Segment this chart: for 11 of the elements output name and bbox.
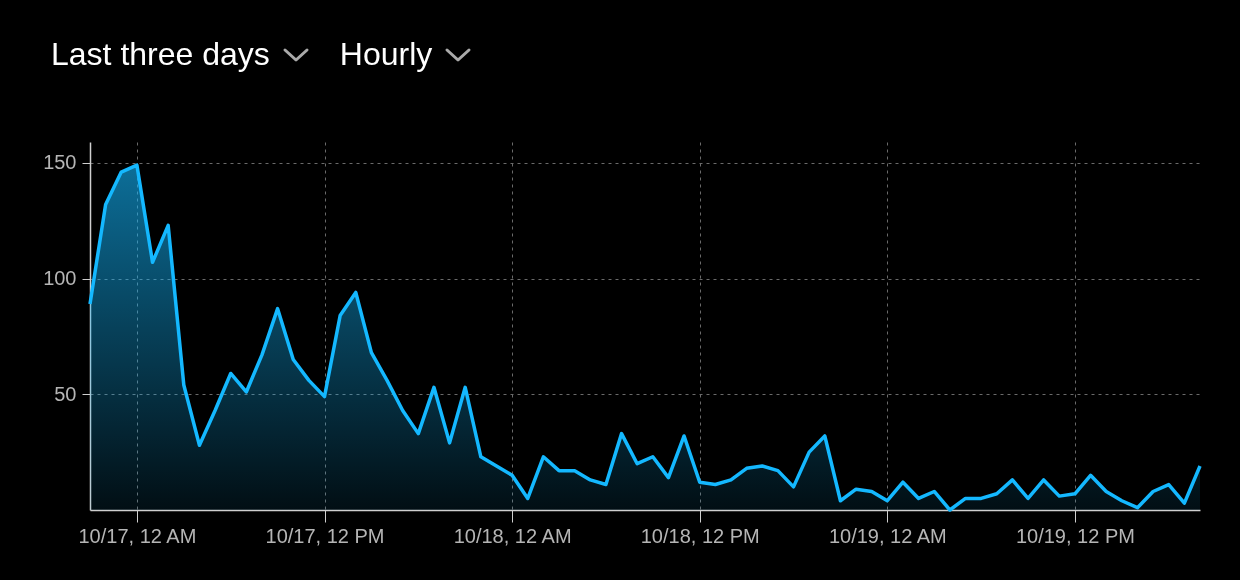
x-tick-label: 10/19, 12 AM [828, 524, 947, 547]
y-tick-label: 100 [43, 267, 77, 290]
x-tick-label: 10/17, 12 PM [265, 524, 385, 547]
x-tick-label: 10/18, 12 AM [453, 524, 572, 547]
x-tick-label: 10/19, 12 PM [1015, 524, 1135, 547]
y-tick-label: 150 [43, 151, 77, 174]
y-tick-label: 50 [54, 382, 77, 405]
x-tick-label: 10/18, 12 PM [640, 524, 760, 547]
x-tick-label: 10/17, 12 AM [78, 524, 197, 547]
chart-subtitle: Hourly [339, 36, 433, 73]
chart-title: Last three days [51, 36, 270, 73]
